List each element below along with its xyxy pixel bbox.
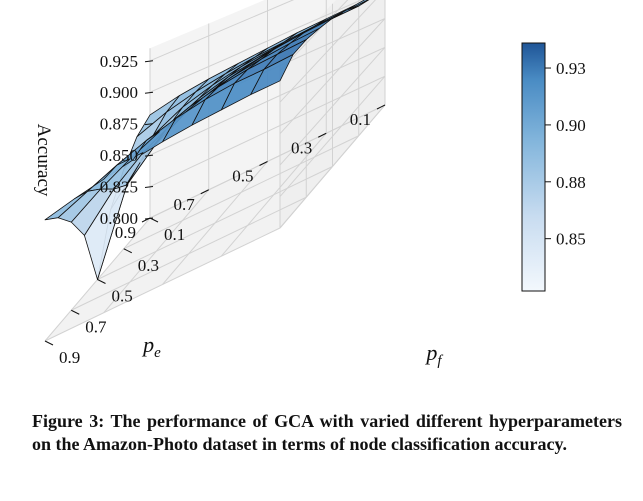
colorbar-tick-label: 0.88 — [556, 173, 586, 192]
colorbar-tick-label: 0.93 — [556, 59, 586, 78]
grid-line — [149, 0, 349, 72]
x-tick-label: 0.5 — [232, 167, 253, 186]
z-tick-label: 0.925 — [100, 52, 138, 71]
y-tick — [71, 309, 80, 315]
x-tick — [200, 189, 209, 195]
y-tick — [123, 248, 132, 254]
figure-caption: Figure 3: The performance of GCA with va… — [32, 411, 622, 454]
y-tick — [44, 340, 54, 346]
axes-panes — [45, 0, 385, 341]
x-tick — [318, 132, 327, 138]
y-tick — [149, 217, 159, 223]
y-tick — [97, 279, 106, 284]
surface-mesh — [44, 0, 370, 280]
x-tick — [259, 161, 268, 166]
axes-ticks: 0.800 0.825 0.850 0.875 0.900 0.925 0.1 0.3 0.5 0… — [44, 52, 386, 367]
y-axis-label: pf — [424, 340, 443, 369]
surface-patch — [44, 190, 88, 221]
svg-text:pe: pe — [141, 332, 161, 361]
z-tick — [144, 60, 154, 63]
z-tick — [144, 91, 154, 94]
x-tick — [141, 217, 151, 223]
x-axis-label: pe — [141, 332, 161, 361]
y-tick-label: 0.9 — [59, 348, 80, 367]
z-tick — [144, 186, 154, 189]
x-tick — [376, 104, 386, 110]
colorbar-tick-label: 0.90 — [556, 116, 586, 135]
grid-line — [71, 196, 307, 311]
colorbar-tick-label: 0.85 — [556, 230, 586, 249]
z-axis-label: Accuracy — [33, 124, 54, 197]
z-tick-label: 0.900 — [100, 83, 138, 102]
grid-line — [97, 166, 333, 280]
grid-line — [149, 0, 376, 103]
z-tick — [144, 154, 154, 157]
x-tick-label: 0.9 — [115, 223, 136, 242]
y-tick-label: 0.3 — [138, 256, 159, 275]
svg-text:pf: pf — [424, 340, 443, 369]
z-tick-label: 0.875 — [100, 115, 138, 134]
z-tick-label: 0.850 — [100, 146, 138, 165]
x-tick-label: 0.3 — [291, 138, 312, 157]
grid-line — [103, 189, 210, 314]
grid-line — [44, 227, 281, 342]
colorbar: 0.85 0.88 0.90 0.93 — [521, 42, 586, 292]
z-tick-label: 0.825 — [100, 178, 138, 197]
x-tick-label: 0.1 — [350, 110, 371, 129]
grid-line — [149, 46, 386, 166]
x-tick-label: 0.7 — [174, 195, 196, 214]
y-tick-label: 0.5 — [112, 287, 133, 306]
y-tick-label: 0.7 — [85, 317, 107, 336]
z-tick-label: 0.800 — [100, 209, 138, 228]
y-tick-label: 0.1 — [164, 225, 185, 244]
z-tick — [144, 123, 154, 126]
grid-line — [149, 75, 386, 197]
surface-chart: 0.800 0.825 0.850 0.875 0.900 0.925 0.1 0.3 0.5 0… — [33, 0, 586, 369]
colorbar-gradient — [521, 42, 546, 292]
